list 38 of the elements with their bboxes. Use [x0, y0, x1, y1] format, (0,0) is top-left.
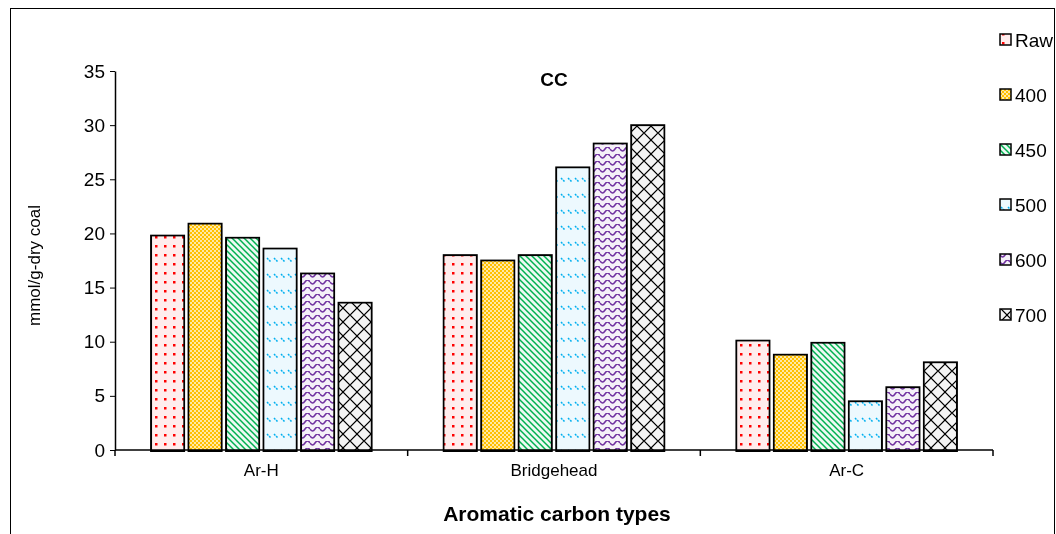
y-tick-label: 15 [83, 277, 105, 299]
bar [632, 126, 664, 450]
y-tick-label: 30 [83, 114, 105, 136]
y-tick-label: 20 [83, 223, 105, 245]
chart-title: CC [540, 69, 568, 90]
y-tick-label: 10 [83, 331, 105, 353]
x-tick-label: Ar-C [829, 461, 865, 481]
bar [152, 236, 184, 450]
legend-label: 400 [1015, 85, 1047, 106]
bar [189, 224, 221, 450]
bar [302, 274, 334, 450]
legend-label: Raw [1015, 30, 1054, 51]
x-tick-label: Ar-H [243, 461, 279, 481]
bar [339, 303, 371, 450]
bar [444, 256, 476, 450]
legend-label: 500 [1015, 195, 1047, 216]
bar [227, 238, 259, 450]
bar [887, 388, 919, 450]
bar [924, 363, 956, 450]
legend-label: 450 [1015, 140, 1047, 161]
y-tick-label: 25 [83, 168, 105, 190]
bar [594, 144, 626, 450]
bar [849, 402, 881, 450]
bar [774, 355, 806, 450]
y-tick-label: 35 [83, 60, 105, 82]
legend-label: 700 [1015, 305, 1047, 326]
bar [812, 343, 844, 450]
x-tick-label: Bridgehead [510, 461, 598, 481]
bar [737, 341, 769, 450]
y-axis-title: mmol/g-dry coal [25, 205, 44, 326]
bar [519, 256, 551, 450]
bar [482, 261, 514, 450]
x-axis-title: Aromatic carbon types [443, 502, 671, 525]
bar [557, 168, 589, 450]
legend-label: 600 [1015, 250, 1047, 271]
bar [264, 249, 296, 450]
y-tick-label: 5 [94, 385, 105, 407]
y-tick-label: 0 [94, 439, 105, 461]
